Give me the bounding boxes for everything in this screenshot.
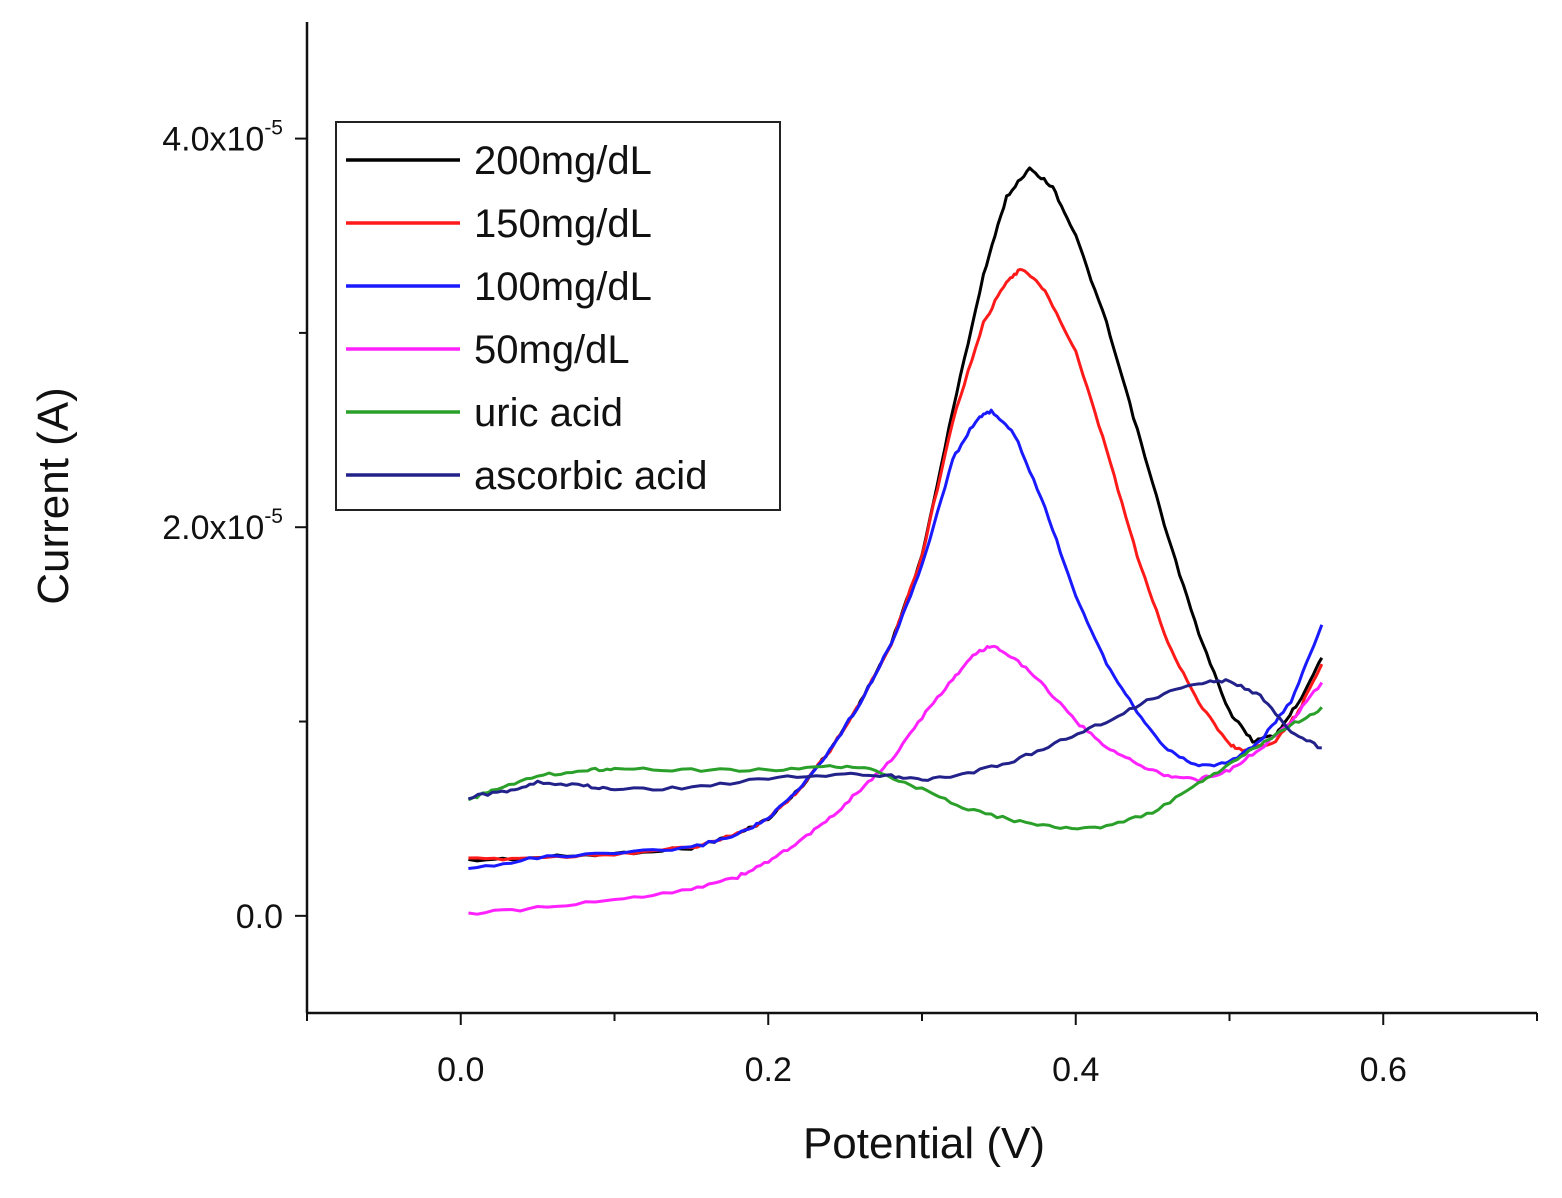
legend-box: [335, 121, 781, 511]
x-axis-title: Potential (V): [803, 1119, 1045, 1168]
y-tick-mantissa: 4.0x10: [162, 121, 264, 159]
series-line-100mg-dl: [468, 408, 1324, 870]
legend-label: 200mg/dL: [474, 139, 652, 183]
legend-label: ascorbic acid: [474, 454, 707, 498]
y-tick-label: 4.0x10-5: [162, 117, 283, 159]
x-tick-label: 0.6: [1360, 1051, 1407, 1089]
legend-label: uric acid: [474, 391, 623, 435]
legend-label: 50mg/dL: [474, 328, 630, 372]
y-tick-exponent: -5: [264, 505, 283, 528]
y-tick-label: 0.0: [236, 898, 283, 936]
legend-label: 150mg/dL: [474, 202, 652, 246]
x-tick-label: 0.2: [745, 1051, 792, 1089]
x-tick-label: 0.4: [1052, 1051, 1099, 1089]
series-line-uric-acid: [467, 706, 1323, 831]
x-tick-label: 0.0: [437, 1051, 484, 1089]
y-axis-title: Current (A): [29, 387, 78, 605]
legend-label: 100mg/dL: [474, 265, 652, 309]
y-tick-mantissa: 2.0x10: [162, 509, 264, 547]
legend: 200mg/dL 150mg/dL 100mg/dL 50mg/dL uric acid…: [335, 121, 781, 511]
series-layer: [467, 166, 1324, 916]
y-tick-exponent: -5: [264, 117, 283, 140]
series-line-ascorbic-acid: [468, 678, 1322, 801]
y-tick-label: 2.0x10-5: [162, 505, 283, 547]
axes: 0.0 0.2 0.4 0.60.02.0x10-54.0x10-5: [162, 22, 1538, 1089]
y-tick-mantissa: 0.0: [236, 898, 283, 936]
